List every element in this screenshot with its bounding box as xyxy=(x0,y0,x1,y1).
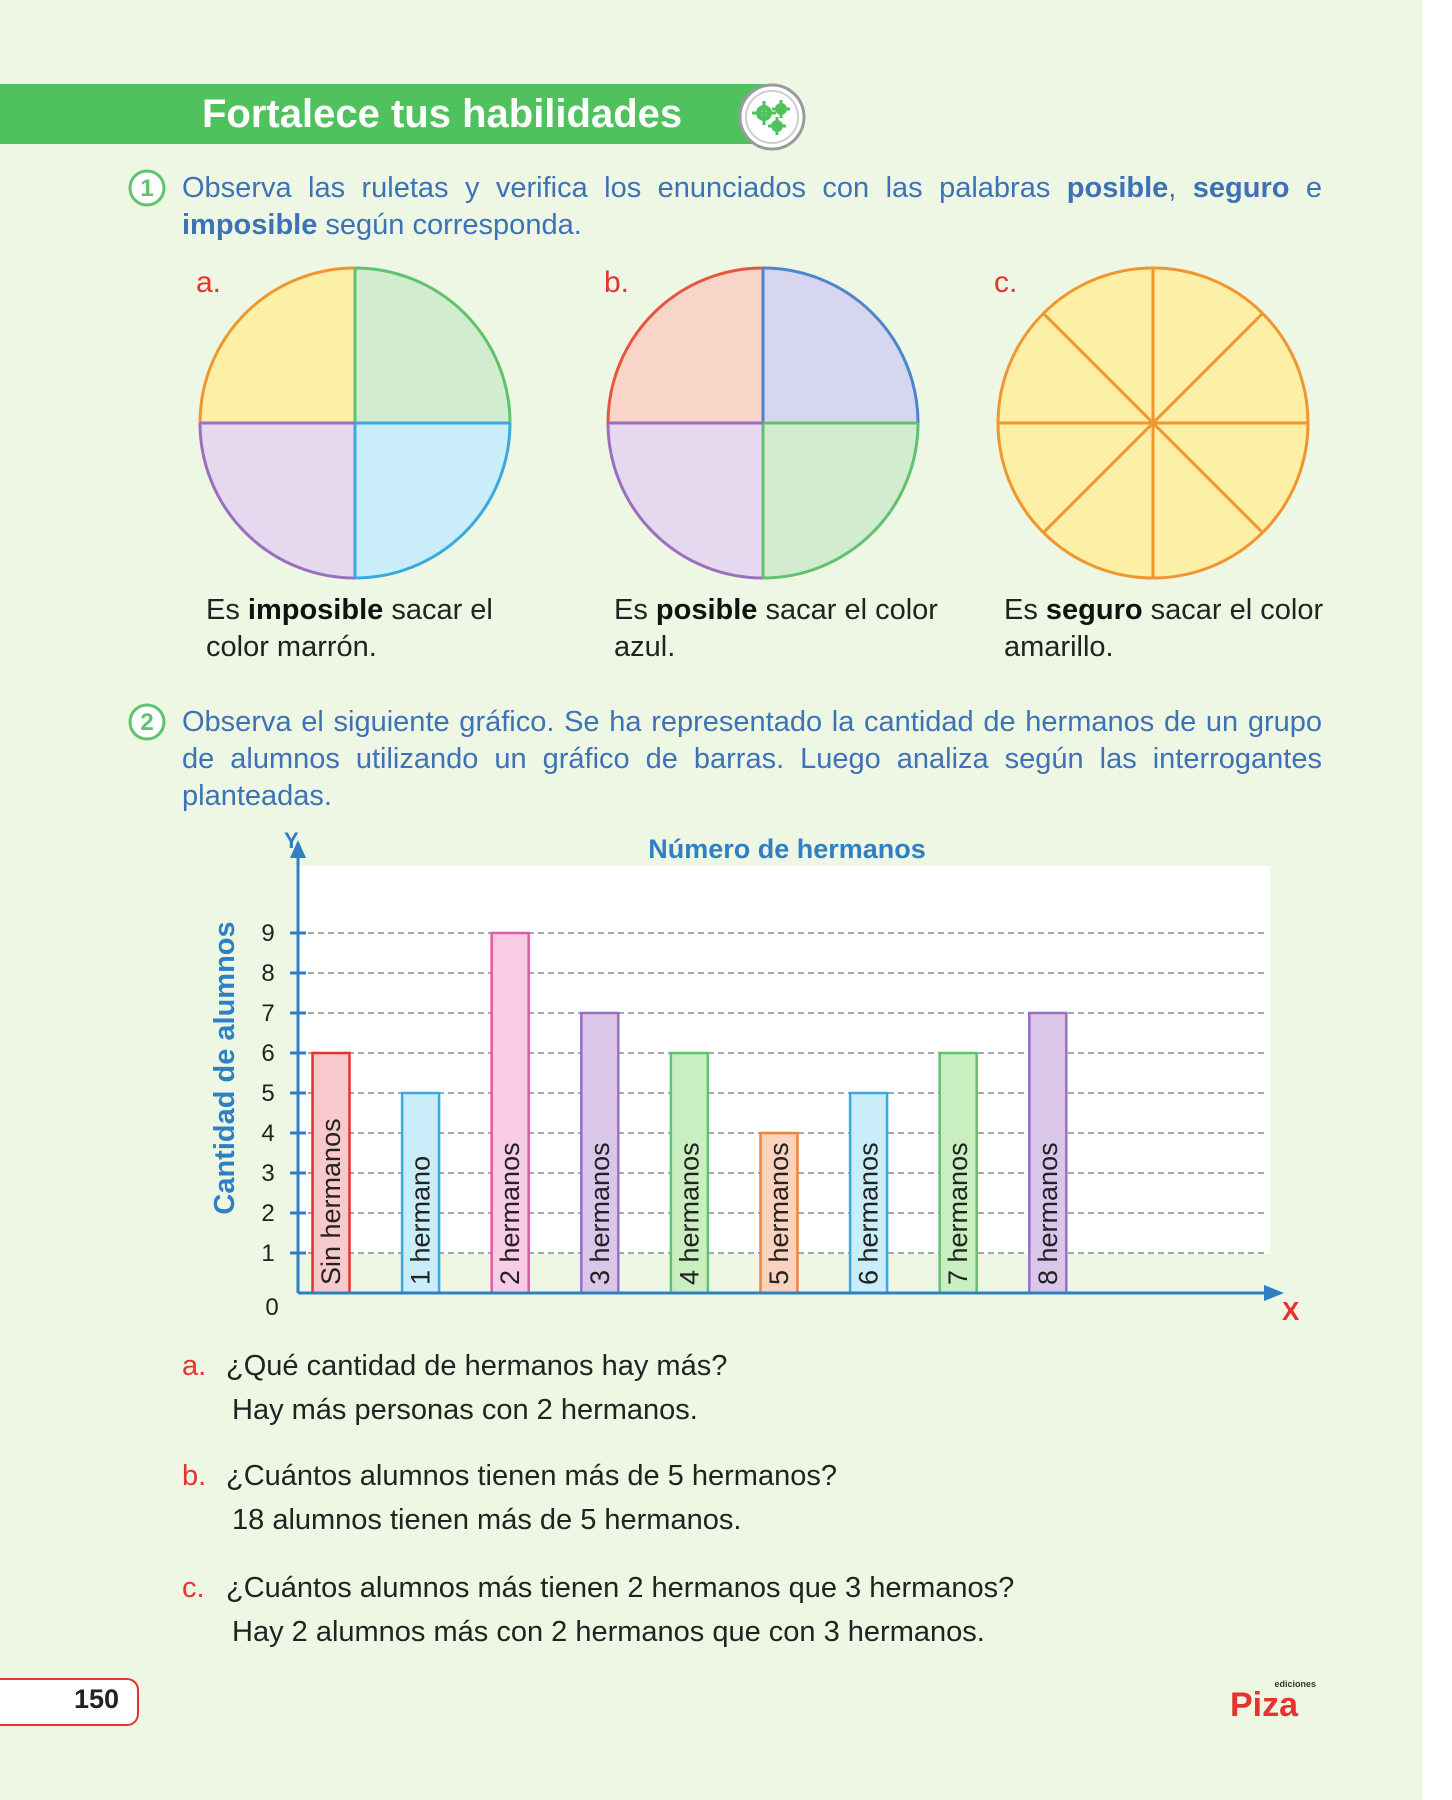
y-tick-label: 3 xyxy=(261,1160,274,1187)
y-tick-label: 9 xyxy=(261,920,274,947)
chart-title: Número de hermanos xyxy=(648,834,926,864)
wheel-c-statement: Es seguro sacar el color amarillo. xyxy=(1004,594,1324,663)
y-tick-label: 0 xyxy=(265,1294,278,1321)
y-tick-label: 6 xyxy=(261,1040,274,1067)
exercise-number: 2 xyxy=(140,709,153,736)
page-number: 150 xyxy=(74,1684,120,1714)
right-margin xyxy=(1422,0,1452,1800)
svg-text:ediciones: ediciones xyxy=(1274,1679,1316,1689)
y-tick-label: 7 xyxy=(261,1000,274,1027)
wheel-a-letter: a. xyxy=(196,266,222,299)
bar-category-label: 3 hermanos xyxy=(585,1142,615,1285)
wheel-b-statement: Es posible sacar el color azul. xyxy=(614,594,938,663)
exercise-2-instructions: Observa el siguiente gráfico. Se ha repr… xyxy=(182,706,1322,812)
section-banner xyxy=(0,84,770,144)
y-tick-label: 1 xyxy=(261,1240,274,1267)
x-axis-arrow xyxy=(1264,1285,1284,1301)
question-c: ¿Cuántos alumnos más tienen 2 hermanos q… xyxy=(226,1572,1015,1604)
bar-chart: Sin hermanos 1 hermano 2 hermanos 3 hermano… xyxy=(209,828,1300,1326)
x-axis-letter: X xyxy=(1282,1296,1300,1326)
exercise-number-badge: 2 xyxy=(128,703,166,741)
y-axis-arrow xyxy=(290,840,306,858)
wheel-b-letter: b. xyxy=(604,266,630,299)
question-a: ¿Qué cantidad de hermanos hay más? xyxy=(226,1350,728,1382)
page-number-tab xyxy=(0,1678,139,1726)
bar-category-label: 1 hermano xyxy=(406,1156,436,1285)
y-axis-letter: Y xyxy=(284,828,299,853)
bar-category-label: 5 hermanos xyxy=(764,1142,794,1285)
bar xyxy=(1028,1011,1068,1295)
publisher-logo: ediciones Piza xyxy=(1230,1679,1316,1718)
bar-category-label: 6 hermanos xyxy=(854,1142,884,1285)
section-title: Fortalece tus habilidades xyxy=(202,92,683,136)
bar-category-label: 7 hermanos xyxy=(943,1142,973,1285)
answer-c: Hay 2 alumnos más con 2 hermanos que con… xyxy=(232,1616,985,1648)
answer-a: Hay más personas con 2 hermanos. xyxy=(232,1394,698,1426)
wheel-c-letter: c. xyxy=(994,266,1018,299)
question-a-letter: a. xyxy=(182,1350,207,1382)
y-tick-label: 4 xyxy=(261,1120,274,1147)
svg-text:Piza: Piza xyxy=(1230,1686,1299,1718)
y-tick-label: 2 xyxy=(261,1200,274,1227)
spinner-c xyxy=(996,266,1310,580)
bar xyxy=(669,1051,710,1295)
bar-category-label: 4 hermanos xyxy=(674,1142,704,1285)
y-axis-label: Cantidad de alumnos xyxy=(209,921,241,1214)
question-b-letter: b. xyxy=(182,1460,207,1492)
y-tick-label: 5 xyxy=(261,1080,274,1107)
exercise-number: 1 xyxy=(140,175,153,202)
bar-category-label: 8 hermanos xyxy=(1033,1142,1063,1285)
question-b: ¿Cuántos alumnos tienen más de 5 hermano… xyxy=(226,1460,837,1492)
question-c-letter: c. xyxy=(182,1572,205,1604)
y-tick-label: 8 xyxy=(261,960,274,987)
exercise-1-instructions: Observa las ruletas y verifica los enunc… xyxy=(182,172,1323,241)
answer-b: 18 alumnos tienen más de 5 hermanos. xyxy=(232,1504,742,1536)
bar xyxy=(759,1131,799,1295)
bar xyxy=(938,1051,978,1295)
bar-category-label: 2 hermanos xyxy=(495,1142,525,1285)
bar-category-label: Sin hermanos xyxy=(316,1118,346,1285)
exercise-number-badge: 1 xyxy=(128,169,166,207)
spinner-a xyxy=(198,266,512,580)
wheel-a-statement: Es imposible sacar el color marrón. xyxy=(206,594,493,663)
spinner-b xyxy=(606,266,920,580)
gears-icon xyxy=(738,83,806,151)
